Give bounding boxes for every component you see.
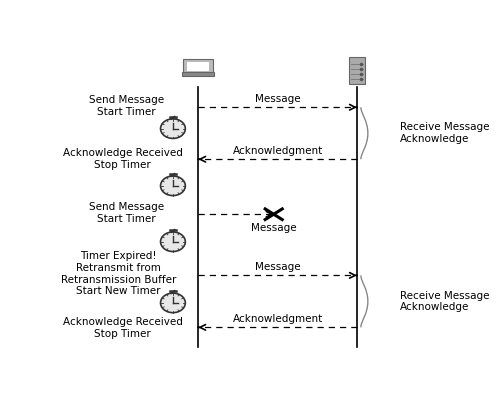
Text: Acknowledgment: Acknowledgment <box>232 314 322 324</box>
Text: Receive Message
Acknowledge: Receive Message Acknowledge <box>400 291 489 312</box>
FancyBboxPatch shape <box>349 58 365 84</box>
Text: Acknowledge Received
Stop Timer: Acknowledge Received Stop Timer <box>62 148 182 170</box>
Text: Acknowledgment: Acknowledgment <box>232 146 322 156</box>
Text: Message: Message <box>251 223 296 233</box>
Text: Send Message
Start Timer: Send Message Start Timer <box>89 95 164 117</box>
FancyBboxPatch shape <box>187 62 210 71</box>
Text: Receive Message
Acknowledge: Receive Message Acknowledge <box>400 122 489 144</box>
Ellipse shape <box>160 232 186 252</box>
Text: Message: Message <box>255 94 300 104</box>
Ellipse shape <box>160 119 186 139</box>
Ellipse shape <box>160 293 186 313</box>
Ellipse shape <box>160 176 186 196</box>
FancyBboxPatch shape <box>184 59 213 73</box>
Text: Acknowledge Received
Stop Timer: Acknowledge Received Stop Timer <box>62 317 182 339</box>
Text: Timer Expired!
Retransmit from
Retransmission Buffer
Start New Timer: Timer Expired! Retransmit from Retransmi… <box>61 251 176 296</box>
Text: Message: Message <box>255 262 300 272</box>
FancyBboxPatch shape <box>182 72 214 76</box>
Text: Send Message
Start Timer: Send Message Start Timer <box>89 202 164 224</box>
